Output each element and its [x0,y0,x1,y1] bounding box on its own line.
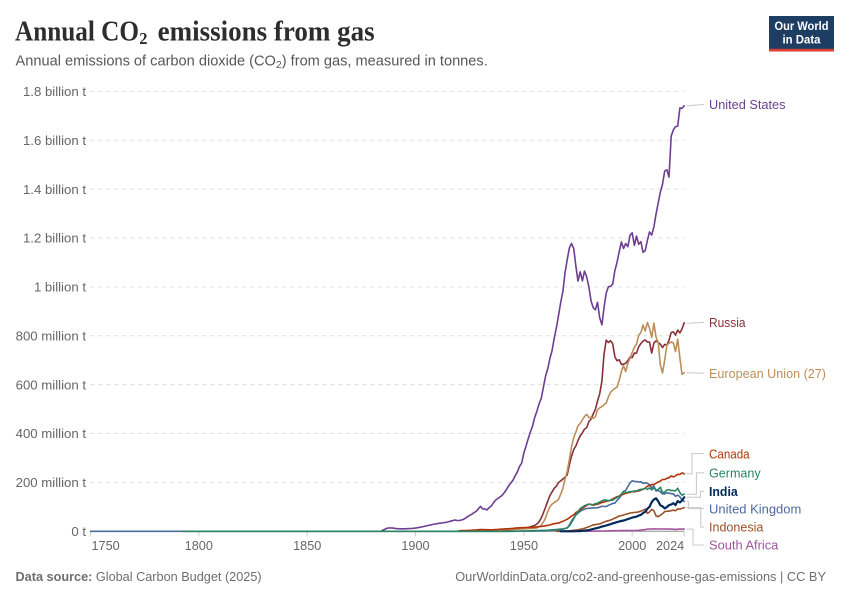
svg-text:2: 2 [139,29,147,48]
svg-text:1750: 1750 [92,539,120,553]
svg-text:United States: United States [709,97,786,112]
svg-text:1 billion t: 1 billion t [34,280,86,295]
svg-text:800 million t: 800 million t [16,328,87,343]
svg-text:200 million t: 200 million t [16,475,87,490]
svg-text:United Kingdom: United Kingdom [709,501,801,516]
svg-text:Data source: Global Carbon Bud: Data source: Global Carbon Budget (2025) [16,570,262,584]
svg-text:Germany: Germany [709,466,761,481]
svg-text:400 million t: 400 million t [16,426,87,441]
svg-text:1.2 billion t: 1.2 billion t [23,231,86,246]
svg-text:2000: 2000 [618,539,646,553]
svg-text:1950: 1950 [510,539,538,553]
svg-text:Russia: Russia [709,315,746,330]
svg-text:1800: 1800 [185,539,213,553]
svg-text:Annual emissions of carbon dio: Annual emissions of carbon dioxide (CO2)… [16,54,488,72]
svg-text:India: India [709,484,738,499]
svg-text:in Data: in Data [783,34,822,46]
svg-text:1.6 billion t: 1.6 billion t [23,133,86,148]
svg-text:OurWorldinData.org/co2-and-gre: OurWorldinData.org/co2-and-greenhouse-ga… [455,569,826,584]
svg-text:South Africa: South Africa [709,538,779,553]
svg-text:emissions from gas: emissions from gas [158,17,375,48]
svg-text:European Union (27): European Union (27) [709,366,826,381]
svg-text:Our World: Our World [775,21,829,33]
svg-text:Indonesia: Indonesia [709,520,764,535]
svg-text:Annual CO: Annual CO [15,17,139,48]
svg-text:1900: 1900 [401,539,429,553]
svg-text:1.8 billion t: 1.8 billion t [23,84,86,99]
svg-text:2024: 2024 [656,539,684,553]
svg-text:Canada: Canada [709,446,750,461]
svg-text:1.4 billion t: 1.4 billion t [23,182,86,197]
svg-text:600 million t: 600 million t [16,377,87,392]
svg-text:1850: 1850 [293,539,321,553]
svg-text:0 t: 0 t [71,524,86,539]
